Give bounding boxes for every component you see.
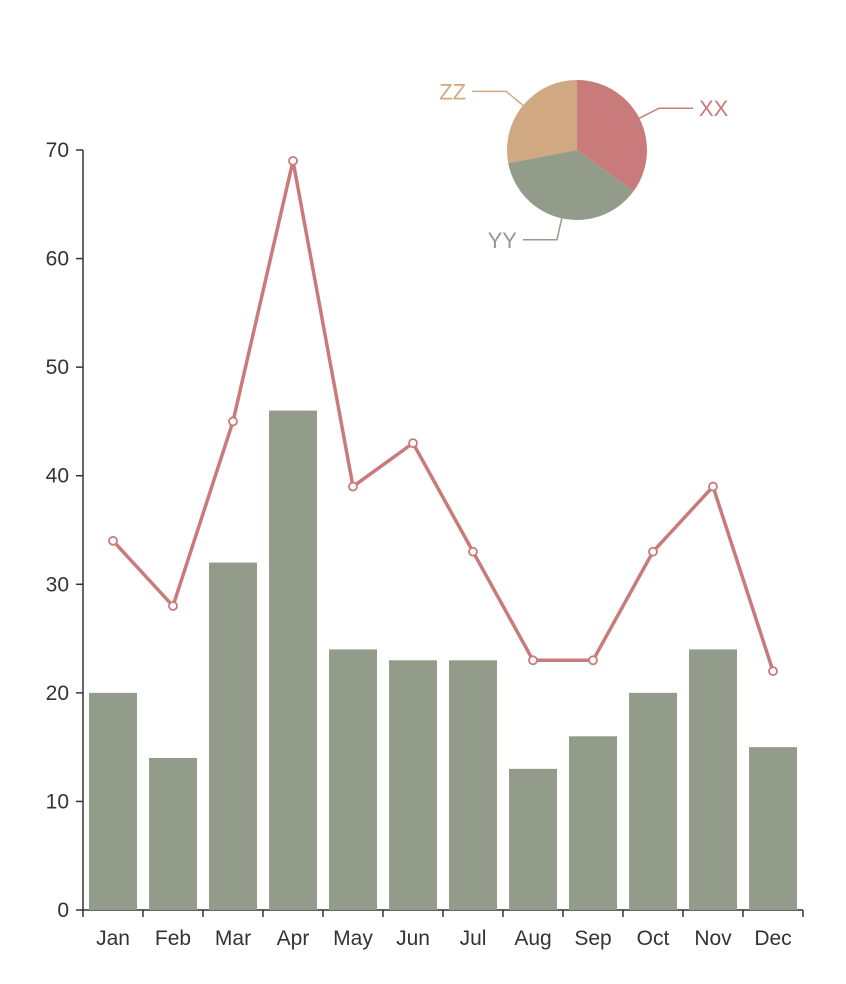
pie-label-xx: XX [699, 96, 729, 121]
line-point-jul [468, 546, 478, 557]
line-point-sep [588, 655, 598, 666]
bar-series [89, 410, 797, 910]
pie-leader-line [472, 90, 524, 106]
x-tick-label: Oct [637, 927, 670, 950]
bar-jan [89, 692, 137, 910]
pie-label-zz: ZZ [439, 79, 466, 104]
pie-slice-yy [508, 150, 634, 220]
pie-leader-line [639, 107, 693, 119]
line-point-feb [168, 601, 178, 611]
x-tick-label: May [333, 927, 373, 950]
pie-chart: XX YY ZZ [439, 79, 728, 252]
bar-jun [389, 660, 437, 910]
x-tick-label: Feb [155, 927, 191, 950]
x-tick-label: Dec [754, 927, 791, 950]
y-tick-label: 50 [46, 356, 69, 379]
x-tick-label: Jul [460, 927, 487, 950]
bar-mar [209, 562, 257, 910]
pie-slice-zz [507, 80, 577, 164]
pie-label-yy: YY [488, 228, 518, 253]
line-point-jan [108, 535, 118, 546]
pie-slice-xx [577, 80, 647, 192]
y-tick-label: 70 [46, 139, 69, 162]
line-point-dec [768, 666, 778, 677]
line-point-may [348, 481, 358, 492]
x-tick-label: Nov [694, 927, 732, 950]
line-point-oct [648, 546, 658, 557]
y-tick-label: 20 [46, 682, 69, 705]
bar-feb [149, 758, 197, 910]
bar-apr [269, 410, 317, 910]
line-path [111, 159, 775, 672]
bar-dec [749, 747, 797, 910]
bar-oct [629, 692, 677, 910]
line-point-nov [708, 481, 718, 492]
x-tick-label: Sep [574, 927, 611, 950]
x-tick-label: Aug [514, 927, 551, 950]
x-tick-label: Mar [215, 927, 251, 950]
line-point-mar [228, 416, 238, 427]
pie-leader-line [522, 218, 563, 241]
line-point-aug [528, 655, 538, 666]
y-tick-label: 60 [46, 248, 69, 271]
y-tick-label: 30 [46, 573, 69, 596]
line-point-apr [288, 155, 298, 166]
x-tick-label: Jun [396, 927, 430, 950]
x-tick-label: Jan [96, 927, 130, 950]
y-tick-label: 0 [57, 899, 69, 922]
bar-sep [569, 736, 617, 910]
line-point-jun [408, 438, 418, 449]
bar-aug [509, 768, 557, 910]
y-tick-label: 40 [46, 465, 69, 488]
x-tick-label: Apr [277, 927, 310, 950]
y-tick-label: 10 [46, 790, 69, 813]
bar-nov [689, 649, 737, 910]
axes: 0 10 20 30 40 50 60 70 Jan Feb Mar Apr May Jun Jul Aug S… [46, 139, 804, 950]
bar-jul [449, 660, 497, 910]
bar-may [329, 649, 377, 910]
line-series [108, 155, 778, 677]
